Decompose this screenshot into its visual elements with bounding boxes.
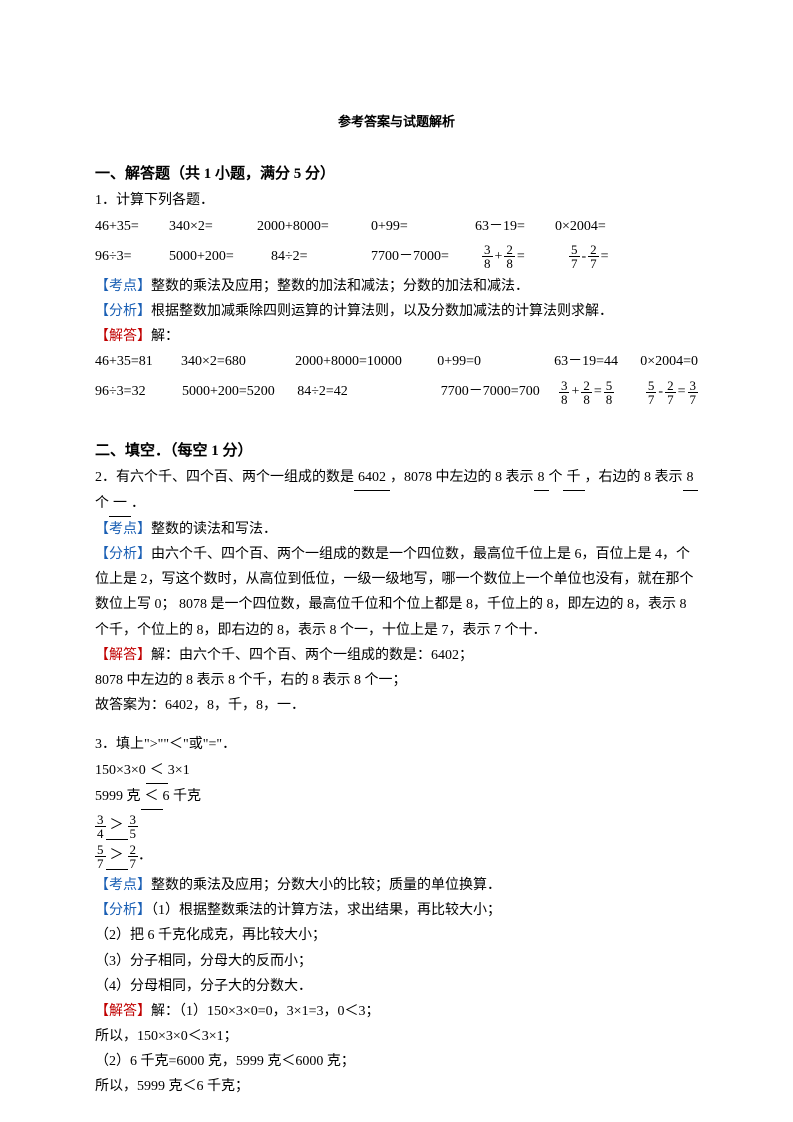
expr: 0+99=0: [437, 349, 554, 374]
expr: 0+99=: [371, 214, 475, 239]
section2-header: 二、填空．（每空 1 分）: [95, 438, 698, 465]
jieda3-l2: 所以，150×3×0＜3×1；: [95, 1024, 698, 1049]
frac-expr: 57-27=: [569, 243, 611, 270]
expr: 7700－7000=: [371, 244, 482, 269]
jieda-label: 【解答】: [95, 648, 151, 663]
kaodian2: 【考点】整数的读法和写法．: [95, 517, 698, 542]
kaodian-label: 【考点】: [95, 522, 151, 537]
expr: 96÷3=32: [95, 379, 182, 404]
jieda2-l3: 故答案为：6402，8，千，8，一．: [95, 693, 698, 718]
fenxi3-l1: 【分析】（1）根据整数乘法的计算方法，求出结果，再比较大小；: [95, 898, 698, 923]
expr: 7700－7000=700: [441, 379, 559, 404]
expr: 340×2=680: [181, 349, 295, 374]
expr: 0×2004=: [555, 214, 606, 239]
blank: ＜: [146, 758, 168, 784]
blank: 6402: [354, 465, 390, 491]
q3-l1: 150×3×0＜3×1: [95, 758, 698, 784]
expr: 63－19=: [475, 214, 555, 239]
expr: 5000+200=: [169, 244, 271, 269]
frac-expr: 57-27=37: [646, 379, 698, 406]
q2-text: 2．有六个千、四个百、两个一组成的数是6402，8078 中左边的 8 表示8个…: [95, 465, 698, 517]
jieda3-l4: 所以，5999 克＜6 千克；: [95, 1074, 698, 1099]
expr: 2000+8000=: [257, 214, 371, 239]
fenxi3-l4: （4）分母相同，分子大的分数大．: [95, 974, 698, 999]
kaodian-label: 【考点】: [95, 878, 151, 893]
blank: ＞: [106, 843, 128, 869]
kaodian: 【考点】整数的乘法及应用；整数的加法和减法；分数的加法和减法．: [95, 274, 698, 299]
kaodian3: 【考点】整数的乘法及应用；分数大小的比较；质量的单位换算．: [95, 873, 698, 898]
expr: 0×2004=0: [640, 349, 698, 374]
fenxi2: 【分析】由六个千、四个百、两个一组成的数是一个四位数，最高位千位上是 6，百位上…: [95, 542, 698, 643]
expr: 340×2=: [169, 214, 257, 239]
blank: ＞: [106, 813, 128, 839]
frac-expr: 38+28=: [482, 243, 569, 270]
blank: 8: [534, 465, 549, 491]
blank: 8: [683, 465, 698, 491]
page-title: 参考答案与试题解析: [95, 110, 698, 133]
expr: 5000+200=5200: [182, 379, 297, 404]
fenxi3-l2: （2）把 6 千克化成克，再比较大小；: [95, 923, 698, 948]
ans-row2: 96÷3=32 5000+200=5200 84÷2=42 7700－7000=…: [95, 379, 698, 406]
jieda3-l3: （2）6 千克=6000 克，5999 克＜6000 克；: [95, 1049, 698, 1074]
fenxi-label: 【分析】: [95, 547, 151, 562]
jieda-label: 【解答】: [95, 329, 151, 344]
q3-header: 3．填上">""＜"或"="．: [95, 732, 698, 757]
jieda2-l2: 8078 中左边的 8 表示 8 个千，右的 8 表示 8 个一；: [95, 668, 698, 693]
jieda-label: 【解答】: [95, 1004, 151, 1019]
blank: 一: [109, 491, 131, 517]
expr: 2000+8000=10000: [295, 349, 437, 374]
fenxi-label: 【分析】: [95, 304, 151, 319]
expr: 96÷3=: [95, 244, 169, 269]
expr: 84÷2=42: [297, 379, 441, 404]
expr: 84÷2=: [271, 244, 371, 269]
fenxi-label: 【分析】: [95, 903, 151, 918]
q1-row2: 96÷3= 5000+200= 84÷2= 7700－7000= 38+28= …: [95, 243, 698, 270]
blank: ＜: [141, 784, 163, 810]
kaodian-label: 【考点】: [95, 279, 151, 294]
expr: 63－19=44: [554, 349, 640, 374]
jieda3-l1: 【解答】解：（1）150×3×0=0，3×1=3，0＜3；: [95, 999, 698, 1024]
fenxi3-l3: （3）分子相同，分母大的反而小；: [95, 949, 698, 974]
jieda: 【解答】解：: [95, 324, 698, 349]
expr: 46+35=: [95, 214, 169, 239]
fenxi: 【分析】根据整数加减乘除四则运算的计算法则，以及分数加减法的计算法则求解．: [95, 299, 698, 324]
frac-expr: 38+28=58: [559, 379, 646, 406]
expr: 46+35=81: [95, 349, 181, 374]
jieda2-l1: 【解答】解：由六个千、四个百、两个一组成的数是：6402；: [95, 643, 698, 668]
q1-row1: 46+35= 340×2= 2000+8000= 0+99= 63－19= 0×…: [95, 214, 698, 239]
section1-header: 一、解答题（共 1 小题，满分 5 分）: [95, 161, 698, 188]
ans-row1: 46+35=81 340×2=680 2000+8000=10000 0+99=…: [95, 349, 698, 374]
q3-f1: 34＞35: [95, 813, 698, 840]
q3-f2: 57＞27．: [95, 843, 698, 870]
q1-title: 1．计算下列各题．: [95, 188, 698, 213]
blank: 千: [563, 465, 585, 491]
q3-l2: 5999 克＜6 千克: [95, 784, 698, 810]
